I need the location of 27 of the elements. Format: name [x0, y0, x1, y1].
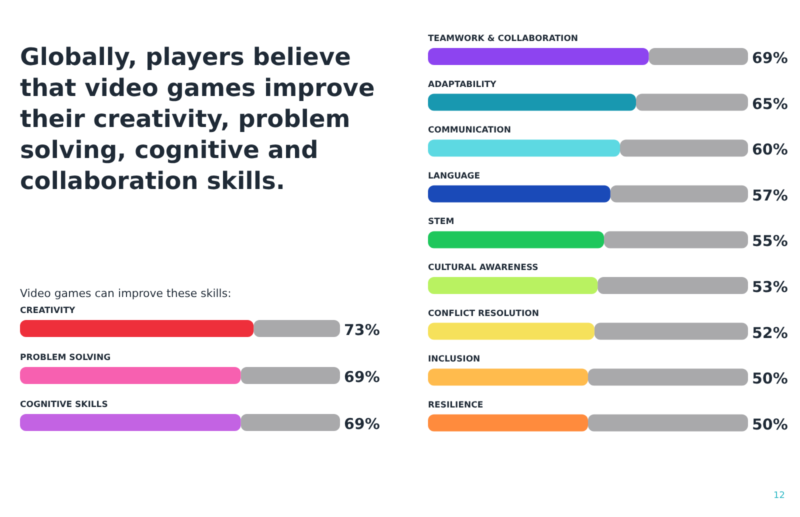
y-tick-label: ADAPTABILITY [428, 80, 498, 90]
y-tick-label: RESILIENCE [428, 400, 484, 410]
data-label: 65% [752, 94, 788, 113]
data-label: 50% [752, 370, 788, 388]
y-tick-label: CONFLICT RESOLUTION [428, 308, 539, 319]
y-tick-label: PROBLEM SOLVING [20, 353, 111, 363]
y-tick-label: COGNITIVE SKILLS [20, 400, 108, 410]
data-label: 69% [344, 368, 380, 386]
y-tick-label: STEM [428, 217, 454, 228]
y-tick-label: LANGUAGE [428, 171, 480, 182]
chart-title: Globally, players believe that video games improve their creativity, problem solving, cognitive and collaboration skills. [20, 43, 375, 195]
data-label: 69% [344, 415, 380, 433]
y-tick-label: CULTURAL AWARENESS [428, 263, 538, 273]
data-label: 60% [752, 140, 788, 159]
data-label: 57% [752, 186, 788, 204]
text: 12 [774, 491, 785, 501]
data-label: 53% [752, 278, 788, 296]
y-tick-label: INCLUSION [428, 354, 480, 365]
data-label: 52% [752, 324, 788, 342]
y-tick-label: TEAMWORK & COLLABORATION [428, 34, 578, 44]
data-label: 73% [344, 321, 380, 339]
y-tick-label: CREATIVITY [20, 306, 76, 316]
data-label: 55% [752, 232, 788, 250]
data-label: 50% [752, 415, 788, 434]
chart-subtitle: Video games can improve these skills: [20, 287, 232, 300]
y-tick-label: COMMUNICATION [428, 126, 512, 136]
data-label: 69% [752, 49, 788, 67]
